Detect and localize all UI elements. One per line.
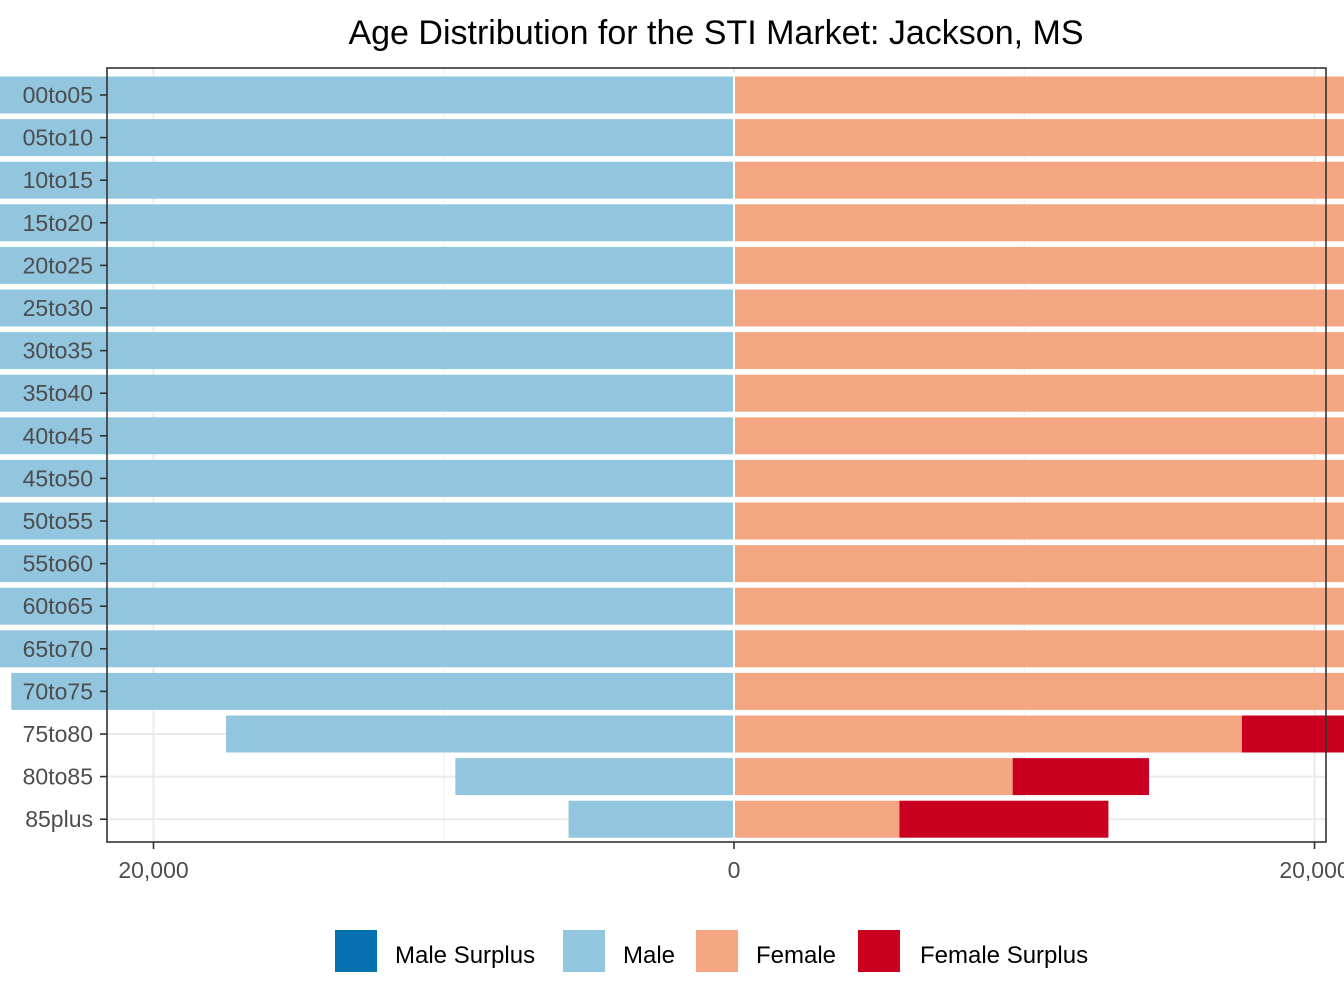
bar-male (0, 119, 735, 157)
y-tick-label: 35to40 (23, 380, 93, 406)
y-axis: 85plus 80to85 75to80 70to75 65to70 60to65 55to… (23, 82, 107, 832)
y-tick-label: 10to15 (23, 167, 93, 193)
bar-female-surplus (1241, 715, 1344, 753)
bar-female-surplus (899, 800, 1109, 838)
bar-male (0, 630, 734, 668)
bar-male (0, 459, 734, 497)
bar-male (11, 672, 734, 710)
bar-male (0, 289, 735, 327)
bar-female (734, 502, 1344, 540)
bar-female (734, 758, 1013, 796)
bar-female (734, 76, 1344, 114)
x-tick-label: 20,000 (1279, 857, 1344, 883)
x-tick-label: 0 (728, 857, 741, 883)
bar-female (734, 246, 1344, 284)
legend-label: Female Surplus (920, 942, 1088, 969)
bar-female (734, 545, 1344, 583)
bar-female (734, 332, 1344, 370)
y-tick-label: 80to85 (23, 764, 93, 790)
plot-border (106, 67, 1327, 843)
bar-female (734, 800, 900, 838)
bar-female (734, 161, 1344, 199)
bars (0, 72, 1344, 838)
y-tick-label: 00to05 (23, 82, 93, 108)
y-tick-label: 15to20 (23, 210, 93, 236)
y-tick-label: 55to60 (23, 551, 93, 577)
y-tick-label: 45to50 (23, 465, 93, 491)
bar-male (0, 161, 734, 199)
y-tick-label: 70to75 (23, 678, 93, 704)
legend-key (563, 930, 605, 972)
chart-title: Age Distribution for the STI Market: Jac… (348, 14, 1083, 52)
bar-female (734, 289, 1344, 327)
bar-male (0, 502, 734, 540)
bar-female-surplus (1012, 758, 1150, 796)
bar-female (734, 587, 1344, 625)
bar-female (734, 459, 1344, 497)
bar-male (0, 417, 734, 455)
y-tick-label: 85plus (25, 806, 93, 832)
y-tick-label: 75to80 (23, 721, 93, 747)
bar-female (734, 204, 1344, 242)
y-tick-label: 25to30 (23, 295, 93, 321)
legend-key (858, 930, 900, 972)
y-tick-label: 20to25 (23, 252, 93, 278)
bar-male (0, 76, 734, 114)
bar-male (0, 204, 734, 242)
x-tick-label: 20,000 (118, 857, 188, 883)
legend-key (696, 930, 738, 972)
bar-male (568, 800, 734, 838)
y-tick-label: 05to10 (23, 125, 93, 151)
y-tick-label: 60to65 (23, 593, 93, 619)
bar-male (455, 758, 734, 796)
y-tick-label: 65to70 (23, 636, 93, 662)
bar-female (734, 672, 1344, 710)
legend-label: Female (756, 942, 836, 969)
bar-female (734, 630, 1344, 668)
legend-label: Male Surplus (395, 942, 535, 969)
bar-female (734, 374, 1344, 412)
y-tick-label: 30to35 (23, 338, 93, 364)
bar-female (734, 119, 1344, 157)
bar-male (0, 332, 734, 370)
bar-female (734, 417, 1344, 455)
bar-male (0, 374, 734, 412)
bar-male (0, 587, 734, 625)
bar-female (734, 715, 1242, 753)
y-tick-label: 40to45 (23, 423, 93, 449)
legend-label: Male (623, 942, 675, 969)
legend-key (335, 930, 377, 972)
legend: Male Surplus Male Female Female Surplus (335, 930, 1088, 972)
bar-male (0, 246, 735, 284)
bar-male (0, 545, 734, 583)
y-tick-label: 50to55 (23, 508, 93, 534)
bar-male (226, 715, 734, 753)
